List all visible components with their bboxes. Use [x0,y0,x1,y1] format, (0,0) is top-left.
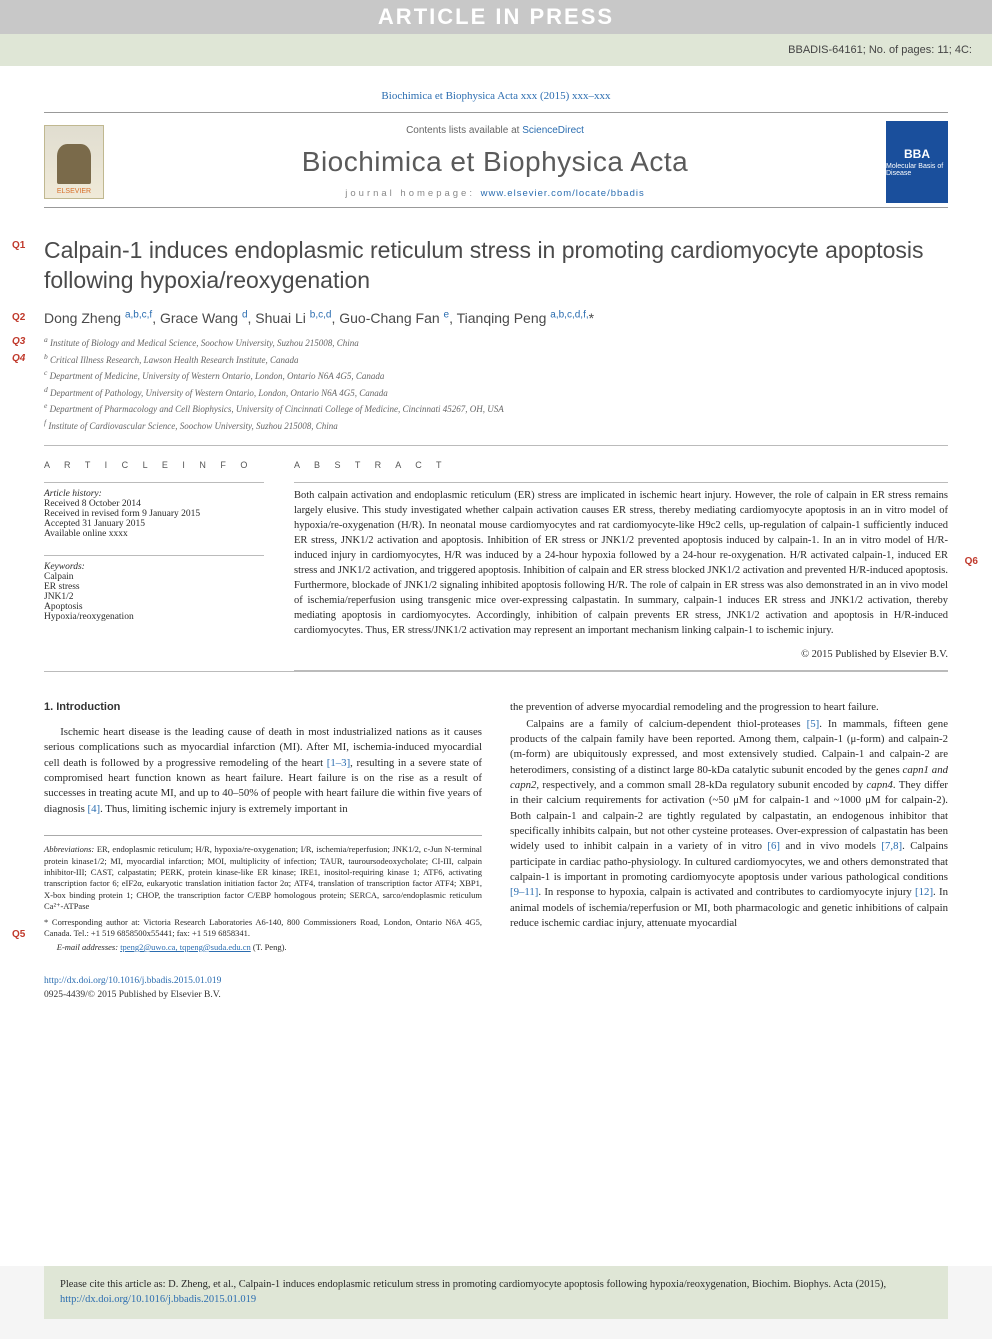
q6-tag: Q6 [965,555,978,569]
journal-reference: Biochimica et Biophysica Acta xxx (2015)… [44,90,948,102]
title-block: Q1 Calpain-1 induces endoplasmic reticul… [44,236,948,296]
author-list: Q2 Dong Zheng a,b,c,f, Grace Wang d, Shu… [44,310,948,327]
q4-tag: Q4 [12,351,25,366]
info-abstract-row: A R T I C L E I N F O Article history: R… [44,460,948,670]
separator [44,445,948,446]
contents-line: Contents lists available at ScienceDirec… [104,125,886,136]
doi-block: http://dx.doi.org/10.1016/j.bbadis.2015.… [44,975,482,1002]
elsevier-logo: ELSEVIER [44,125,104,199]
abstract-column: A B S T R A C T Both calpain activation … [294,460,948,670]
journal-header: ELSEVIER Contents lists available at Sci… [44,112,948,208]
bba-logo: BBA Molecular Basis of Disease [886,121,948,203]
abbreviations-line: Abbreviations: ER, endoplasmic reticulum… [44,844,482,913]
intro-para-1: Ischemic heart disease is the leading ca… [44,725,482,817]
sciencedirect-link[interactable]: ScienceDirect [522,125,584,136]
article-info-column: A R T I C L E I N F O Article history: R… [44,460,264,670]
q3-tag: Q3 [12,334,25,349]
q2-tag: Q2 [12,312,25,323]
citation-box: Please cite this article as: D. Zheng, e… [44,1266,948,1319]
keywords-block: Keywords: Calpain ER stress JNK1/2 Apopt… [44,562,264,622]
article-history: Article history: Received 8 October 2014… [44,489,264,539]
journal-title: Biochimica et Biophysica Acta [104,146,886,178]
email-line: E-mail addresses: tpeng2@uwo.ca, tqpeng@… [44,942,482,953]
header-center: Contents lists available at ScienceDirec… [104,125,886,199]
email-link[interactable]: tpeng2@uwo.ca, tqpeng@suda.edu.cn [120,942,251,952]
body-columns: 1. Introduction Ischemic heart disease i… [44,700,948,1003]
authors-text: Dong Zheng a,b,c,f, Grace Wang d, Shuai … [44,310,594,326]
intro-para-3: Calpains are a family of calcium-depende… [510,717,948,932]
copyright: © 2015 Published by Elsevier B.V. [294,649,948,660]
ticker-text: BBADIS-64161; No. of pages: 11; 4C: [788,44,972,56]
introduction-head: 1. Introduction [44,700,482,716]
q5-tag: Q5 [12,928,25,942]
q1-tag: Q1 [12,240,25,251]
homepage-link[interactable]: www.elsevier.com/locate/bbadis [481,188,645,199]
abstract-head: A B S T R A C T [294,460,948,470]
banner-text: ARTICLE IN PRESS [378,4,614,30]
page-content: Biochimica et Biophysica Acta xxx (2015)… [0,66,992,1266]
doi-link[interactable]: http://dx.doi.org/10.1016/j.bbadis.2015.… [44,976,221,986]
article-in-press-banner: ARTICLE IN PRESS [0,0,992,34]
corresponding-author: * Corresponding author at: Victoria Rese… [44,917,482,940]
article-info-head: A R T I C L E I N F O [44,460,264,470]
homepage-line: journal homepage: www.elsevier.com/locat… [104,188,886,199]
footnotes-block: Q5 Abbreviations: ER, endoplasmic reticu… [44,835,482,953]
article-title: Calpain-1 induces endoplasmic reticulum … [44,236,948,296]
cite-doi-link[interactable]: http://dx.doi.org/10.1016/j.bbadis.2015.… [60,1294,256,1305]
abstract-text: Both calpain activation and endoplasmic … [294,489,948,638]
article-id-ticker: BBADIS-64161; No. of pages: 11; 4C: [0,34,992,66]
intro-para-2: the prevention of adverse myocardial rem… [510,700,948,715]
affiliations: Q3a Institute of Biology and Medical Sci… [44,334,948,433]
